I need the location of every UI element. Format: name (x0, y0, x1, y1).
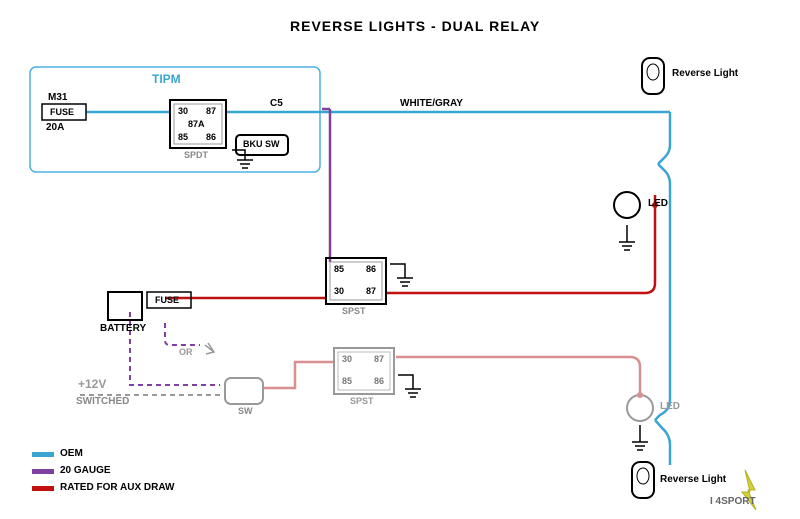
spst1-30: 30 (334, 286, 344, 296)
spdt-86: 86 (206, 132, 216, 142)
legend-20g: 20 GAUGE (60, 465, 111, 476)
spst2-type: SPST (350, 396, 374, 406)
spdt-87a: 87A (188, 119, 205, 129)
spst1-type: SPST (342, 306, 366, 316)
spst2-86: 86 (374, 376, 384, 386)
legend-aux: RATED FOR AUX DRAW (60, 482, 174, 493)
spdt-type: SPDT (184, 150, 208, 160)
spdt-30: 30 (178, 106, 188, 116)
spst2-30: 30 (342, 354, 352, 364)
spst1-85: 85 (334, 264, 344, 274)
spst2-87: 87 (374, 354, 384, 364)
wire-c5: C5 (270, 98, 283, 109)
fuse-m31-rating: 20A (46, 122, 64, 133)
spst2-85: 85 (342, 376, 352, 386)
led-top: LED (648, 198, 668, 209)
fuse-m31-label: FUSE (50, 107, 74, 117)
fuse-m31-name: M31 (48, 92, 67, 103)
battery-fuse: FUSE (155, 295, 179, 305)
diagram-title: REVERSE LIGHTS - DUAL RELAY (290, 18, 540, 34)
tipm-label: TIPM (152, 72, 181, 86)
wire-wg: WHITE/GRAY (400, 98, 463, 109)
battery-label: BATTERY (100, 323, 146, 334)
switched-label: SWITCHED (76, 396, 129, 407)
spdt-85: 85 (178, 132, 188, 142)
switched-12v: +12V (78, 377, 106, 391)
legend-oem: OEM (60, 448, 83, 459)
sw-label: SW (238, 406, 253, 416)
brand-label: I 4SPORT (710, 496, 756, 507)
switched-or: OR (179, 347, 193, 357)
bku-sw: BKU SW (243, 139, 280, 149)
led-bottom: LED (660, 401, 680, 412)
reverse-light-bottom: Reverse Light (660, 474, 726, 485)
spst1-87: 87 (366, 286, 376, 296)
spdt-87: 87 (206, 106, 216, 116)
reverse-light-top: Reverse Light (672, 68, 738, 79)
spst1-86: 86 (366, 264, 376, 274)
